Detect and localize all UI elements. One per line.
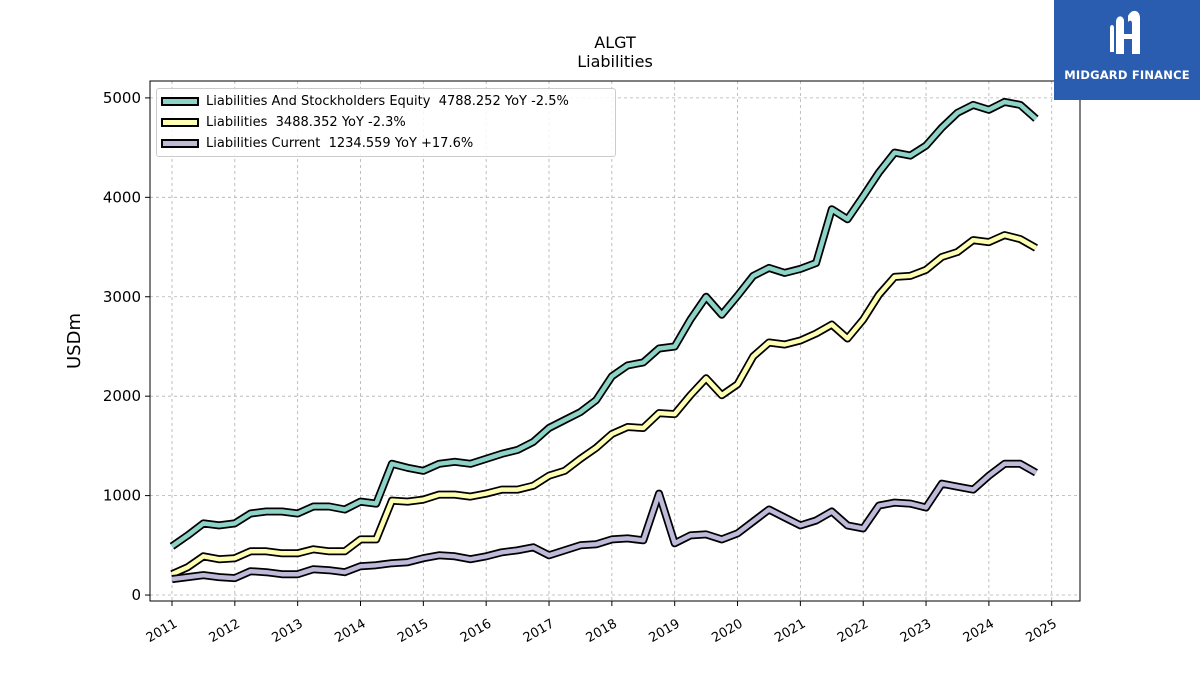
x-tick-label: 2013 <box>270 616 306 646</box>
series-lines <box>169 97 1039 584</box>
y-axis-ticks: 0 1000 2000 3000 4000 5000 <box>103 89 150 604</box>
x-tick-label: 2014 <box>332 616 368 646</box>
legend-label: Liabilities 3488.352 YoY -2.3% <box>206 114 406 130</box>
y-tick-label: 1000 <box>103 487 141 505</box>
legend-swatch <box>161 138 199 148</box>
x-tick-label: 2024 <box>961 616 997 646</box>
legend-item: Liabilities 3488.352 YoY -2.3% <box>157 112 406 132</box>
x-tick-label: 2016 <box>458 616 494 646</box>
x-tick-label: 2019 <box>647 616 683 646</box>
y-tick-label: 0 <box>131 586 141 604</box>
x-tick-label: 2012 <box>207 616 243 646</box>
x-tick-label: 2015 <box>395 616 431 646</box>
x-tick-label: 2025 <box>1024 616 1060 646</box>
legend-item: Liabilities And Stockholders Equity 4788… <box>157 91 569 111</box>
series-line-outline <box>169 97 1039 550</box>
brand-name: MIDGARD FINANCE <box>1064 68 1190 82</box>
y-axis-label: USDm <box>64 313 85 369</box>
legend-swatch <box>161 96 199 106</box>
chart-subtitle: Liabilities <box>577 52 653 71</box>
brand-logo-icon <box>1110 10 1140 55</box>
x-tick-label: 2020 <box>709 616 745 646</box>
brand-logo: MIDGARD FINANCE <box>1054 0 1200 100</box>
chart-title: ALGT <box>594 33 636 52</box>
x-axis-ticks: 2011 2012 2013 2014 2015 2016 2017 2018 2019 2020… <box>144 601 1060 646</box>
y-tick-label: 5000 <box>103 89 141 107</box>
y-tick-label: 3000 <box>103 288 141 306</box>
x-tick-label: 2011 <box>144 616 180 646</box>
legend-swatch <box>161 117 199 127</box>
x-tick-label: 2023 <box>898 616 934 646</box>
series-line <box>171 232 1038 577</box>
plot-frame <box>149 80 1081 602</box>
series-line <box>171 461 1038 582</box>
legend-label: Liabilities And Stockholders Equity 4788… <box>206 93 569 109</box>
series-line-outline <box>171 459 1038 584</box>
series-line-outline <box>170 231 1038 578</box>
legend-item: Liabilities Current 1234.559 YoY +17.6% <box>157 133 473 153</box>
y-tick-label: 4000 <box>103 188 141 206</box>
x-tick-label: 2022 <box>835 616 871 646</box>
legend-label: Liabilities Current 1234.559 YoY +17.6% <box>206 135 474 151</box>
x-tick-label: 2017 <box>521 616 557 646</box>
x-tick-label: 2018 <box>584 616 620 646</box>
grid <box>150 81 1080 601</box>
y-tick-label: 2000 <box>103 387 141 405</box>
chart-legend: Liabilities And Stockholders Equity 4788… <box>156 88 616 157</box>
series-line <box>170 99 1038 549</box>
x-tick-label: 2021 <box>772 616 808 646</box>
